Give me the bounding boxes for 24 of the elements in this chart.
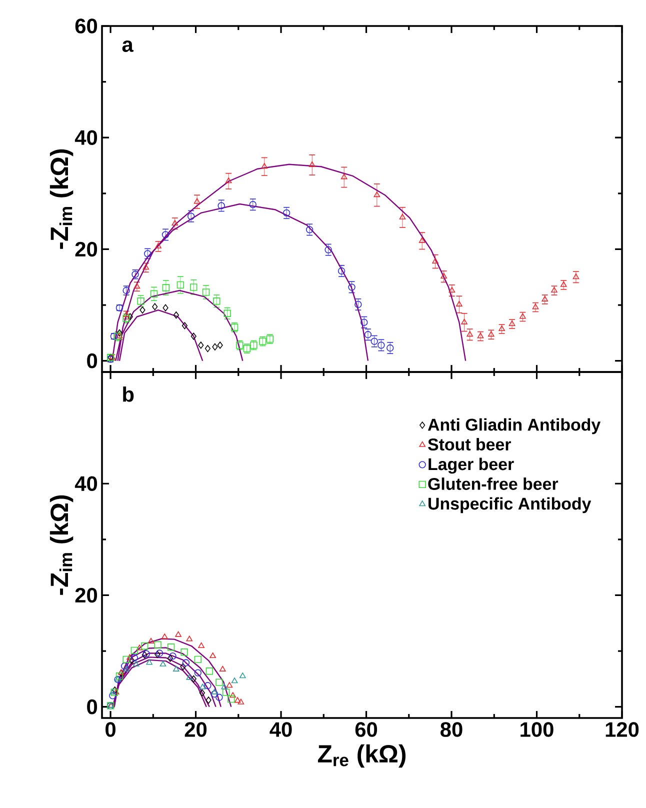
y-tick-label: 0 bbox=[87, 699, 98, 714]
legend-label: Stout beer bbox=[428, 438, 511, 450]
x-tick-label: 100 bbox=[520, 722, 554, 737]
x-tick-label: 20 bbox=[184, 722, 207, 737]
annotation: b bbox=[123, 386, 134, 402]
legend-label: Unspecific Antibody bbox=[428, 497, 592, 514]
y-tick-label: 60 bbox=[75, 18, 98, 34]
y-tick-label: 40 bbox=[74, 130, 98, 146]
y-tick-label: 20 bbox=[75, 588, 98, 603]
y-tick-label: 20 bbox=[75, 242, 98, 257]
annotation: a bbox=[122, 40, 134, 52]
y-tick-label: 0 bbox=[87, 353, 98, 368]
x-tick-label: 80 bbox=[440, 722, 462, 737]
legend-label: Anti Gliadin Antibody bbox=[428, 418, 601, 434]
legend-label: Lager beer bbox=[428, 458, 514, 474]
legend-label: Gluten-free beer bbox=[428, 478, 558, 490]
y-axis-title: -Z$_{im}$ (kΩ) bbox=[50, 495, 74, 595]
x-tick-label: 0 bbox=[106, 722, 116, 737]
y-tick-label: 40 bbox=[74, 476, 98, 492]
x-tick-label: 60 bbox=[355, 722, 378, 737]
y-axis-title: -Z$_{im}$ (kΩ) bbox=[50, 149, 74, 249]
x-tick-label: 120 bbox=[606, 722, 639, 737]
x-tick-label: 40 bbox=[270, 722, 292, 737]
x-axis-title: Z$_{re}$ (kΩ) bbox=[318, 744, 406, 768]
